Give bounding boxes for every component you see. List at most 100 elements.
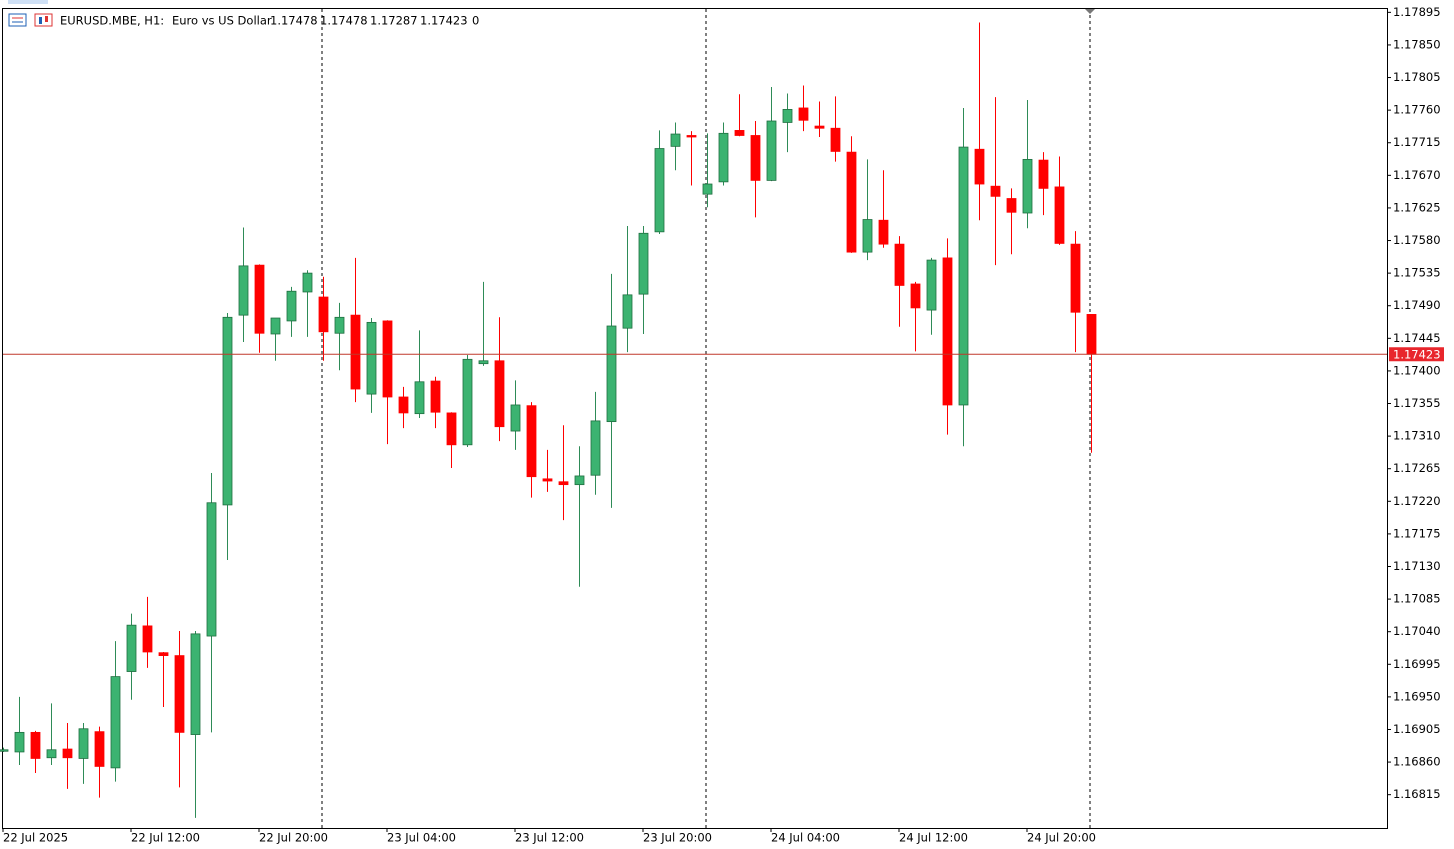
y-tick-label: 1.17265 xyxy=(1393,461,1441,475)
candle-body xyxy=(830,127,841,152)
candle-body xyxy=(174,655,185,733)
candle-body xyxy=(206,502,217,637)
candle-body xyxy=(462,358,473,446)
candle-body xyxy=(446,412,457,446)
candle-body xyxy=(862,219,873,253)
y-tick-label: 1.17310 xyxy=(1393,429,1441,443)
candle-body xyxy=(670,133,681,147)
shift-marker xyxy=(1085,9,1095,14)
y-tick-label: 1.17085 xyxy=(1393,592,1441,606)
x-tick-label: 22 Jul 20:00 xyxy=(259,831,328,845)
candle-body xyxy=(750,135,761,181)
candle-body xyxy=(526,405,537,478)
last-price-label: 1.17423 xyxy=(1393,347,1441,361)
header-icons xyxy=(8,13,53,27)
x-tick-label: 23 Jul 20:00 xyxy=(643,831,712,845)
candle-body xyxy=(270,317,281,335)
candle-body xyxy=(606,325,617,423)
y-tick-label: 1.16950 xyxy=(1393,689,1441,703)
menu-icon[interactable] xyxy=(8,13,27,27)
candle-body xyxy=(974,148,985,185)
candle-body xyxy=(686,135,697,138)
symbol: EURUSD.MBE, H1: xyxy=(60,14,164,28)
x-tick-label: 22 Jul 2025 xyxy=(3,831,68,845)
candle-body xyxy=(430,380,441,413)
candle-body xyxy=(910,283,921,309)
y-tick-label: 1.17130 xyxy=(1393,559,1441,573)
y-tick-label: 1.16995 xyxy=(1393,657,1441,671)
y-tick-label: 1.17040 xyxy=(1393,624,1441,638)
y-tick-label: 1.17805 xyxy=(1393,70,1441,84)
candle-body xyxy=(94,731,105,767)
candle-body xyxy=(574,475,585,486)
candle-body xyxy=(1054,186,1065,244)
candle-body xyxy=(798,107,809,121)
candle-body xyxy=(238,265,249,316)
y-tick-label: 1.17895 xyxy=(1393,5,1441,19)
y-tick-label: 1.17535 xyxy=(1393,266,1441,280)
candle-body xyxy=(958,146,969,406)
x-tick-label: 23 Jul 12:00 xyxy=(515,831,584,845)
candle-body xyxy=(654,148,665,233)
y-tick-label: 1.17445 xyxy=(1393,331,1441,345)
chart-icon[interactable] xyxy=(34,13,53,27)
candle-body xyxy=(302,272,313,293)
icon-bar xyxy=(45,16,48,22)
x-tick-label: 22 Jul 12:00 xyxy=(131,831,200,845)
candle-body xyxy=(814,125,825,129)
candle-body xyxy=(1006,198,1017,213)
candle-body xyxy=(46,749,57,759)
candle-body xyxy=(414,381,425,415)
x-tick-label: 23 Jul 04:00 xyxy=(387,831,456,845)
description: Euro vs US Dollar xyxy=(172,14,272,28)
candle-body xyxy=(622,294,633,329)
candle-body xyxy=(142,625,153,653)
header-low: 1.17287 xyxy=(370,14,418,28)
y-tick-label: 1.17580 xyxy=(1393,233,1441,247)
candle-body xyxy=(734,130,745,136)
header-close: 1.17423 xyxy=(420,14,468,28)
candle-body xyxy=(126,624,137,672)
candle-body xyxy=(590,420,601,476)
candle-body xyxy=(1070,243,1081,313)
y-tick-label: 1.16860 xyxy=(1393,755,1441,769)
y-tick-label: 1.17850 xyxy=(1393,37,1441,51)
candle-body xyxy=(398,396,409,414)
candle-body xyxy=(478,360,489,365)
icon-bar xyxy=(39,17,42,24)
candle-body xyxy=(350,314,361,390)
candle-body xyxy=(510,404,521,432)
candle-body xyxy=(782,109,793,123)
candle-body xyxy=(990,185,1001,197)
y-tick-label: 1.17625 xyxy=(1393,200,1441,214)
candle-body xyxy=(1022,158,1033,214)
candle-body xyxy=(318,296,329,333)
candle-body xyxy=(894,243,905,286)
y-tick-label: 1.17220 xyxy=(1393,494,1441,508)
y-tick-label: 1.17175 xyxy=(1393,526,1441,540)
candle-body xyxy=(222,316,233,506)
y-tick-label: 1.17400 xyxy=(1393,363,1441,377)
y-tick-label: 1.17670 xyxy=(1393,168,1441,182)
y-tick-label: 1.16905 xyxy=(1393,722,1441,736)
candle-body xyxy=(78,728,89,759)
header-high: 1.17478 xyxy=(320,14,368,28)
y-tick-label: 1.17490 xyxy=(1393,298,1441,312)
y-tick-label: 1.17715 xyxy=(1393,135,1441,149)
header-spread: 0 xyxy=(472,14,479,28)
y-tick-label: 1.17760 xyxy=(1393,103,1441,117)
candle-body xyxy=(766,120,777,181)
candle-body xyxy=(1038,159,1049,189)
plot-frame xyxy=(2,8,1388,829)
x-tick-label: 24 Jul 04:00 xyxy=(771,831,840,845)
candle-body xyxy=(638,232,649,295)
candle-body xyxy=(878,219,889,245)
candle-body xyxy=(926,259,937,311)
last-price-box xyxy=(1389,347,1444,362)
candle-body xyxy=(718,132,729,183)
candle-body xyxy=(254,264,265,334)
candle-body xyxy=(846,151,857,253)
y-tick-label: 1.17355 xyxy=(1393,396,1441,410)
